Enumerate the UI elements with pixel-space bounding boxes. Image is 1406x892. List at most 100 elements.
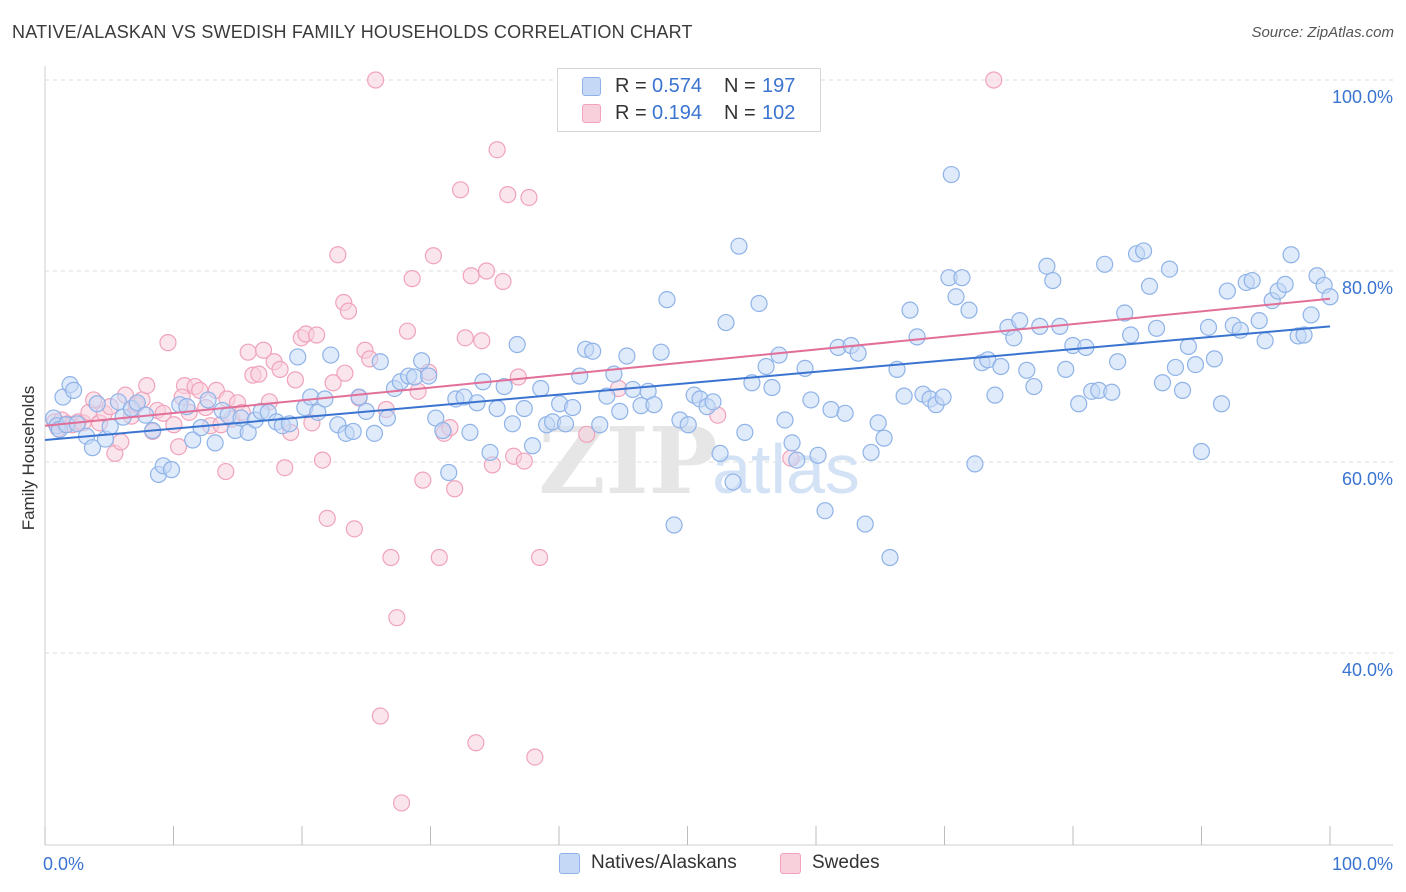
natives-point (1218, 282, 1236, 300)
swedes-point (446, 480, 464, 498)
natives-point (1122, 326, 1140, 344)
natives-point (1199, 318, 1218, 336)
y-tick-label: 60.0% (1342, 469, 1393, 489)
swedes-trend-line (44, 297, 1331, 427)
natives-point (556, 415, 575, 433)
natives-point (1018, 361, 1036, 379)
natives-point (371, 353, 389, 371)
legend-label-natives: Natives/Alaskans (591, 852, 737, 873)
natives-point (822, 400, 840, 419)
natives-point (869, 414, 887, 432)
natives-point (365, 424, 384, 442)
swedes-point (578, 425, 596, 443)
natives-point (289, 348, 307, 366)
natives-point (1096, 255, 1114, 273)
legend-r-label: R = (615, 75, 647, 97)
swedes-point (318, 509, 336, 527)
swedes-point (217, 462, 235, 481)
swedes-point (424, 247, 443, 265)
natives-point (88, 395, 106, 413)
natives-point (1057, 360, 1075, 378)
swedes-point (462, 267, 480, 285)
y-tick-label: 100.0% (1332, 87, 1393, 107)
swedes-point (382, 548, 400, 567)
swedes-point (336, 364, 354, 382)
natives-point (992, 357, 1010, 376)
swedes-point (276, 459, 294, 477)
swedes-point (165, 416, 183, 434)
natives-point (711, 444, 729, 463)
natives-point (481, 443, 499, 462)
natives-point (322, 346, 340, 364)
natives-point (1025, 377, 1043, 396)
swedes-point (388, 609, 406, 627)
natives-point (783, 434, 801, 452)
natives-point (1005, 329, 1023, 347)
swedes-point (339, 302, 358, 320)
series-natives-points (44, 165, 1339, 567)
natives-point (1250, 312, 1268, 330)
correlation-legend: R = 0.574 N = 197 R = 0.194 N = 102 (557, 68, 821, 132)
swedes-point (286, 371, 304, 389)
natives-point (495, 377, 513, 396)
natives-point (1212, 395, 1231, 413)
legend-r-label: R = (615, 102, 647, 124)
natives-point (1256, 332, 1274, 350)
legend-r-value: 0.574 (652, 75, 703, 97)
natives-point (736, 423, 754, 441)
natives-point (1116, 304, 1134, 322)
natives-point (679, 416, 697, 434)
natives-point (802, 391, 820, 409)
natives-point (302, 388, 320, 406)
natives-point (508, 335, 526, 354)
natives-point (836, 404, 854, 422)
natives-point (503, 415, 522, 433)
swedes-point (414, 471, 432, 489)
swedes-point (239, 343, 257, 361)
natives-point (162, 461, 181, 479)
natives-point (1038, 257, 1056, 275)
natives-point (1276, 275, 1294, 293)
natives-point (83, 439, 102, 457)
natives-point (724, 473, 742, 491)
swedes-point (392, 794, 411, 812)
swedes-point (403, 270, 421, 288)
legend-swatch-swedes (582, 104, 601, 123)
natives-point (757, 357, 775, 376)
natives-point (908, 328, 926, 346)
swedes-point (509, 368, 527, 386)
natives-point (960, 301, 978, 319)
legend-n-label: N = (724, 102, 756, 124)
swedes-point (345, 520, 363, 538)
natives-point (591, 416, 609, 434)
natives-point (1153, 374, 1172, 392)
natives-point (434, 421, 452, 440)
natives-point (1243, 271, 1261, 290)
x-tick-label-right: 100.0% (1332, 854, 1393, 874)
legend-label-swedes: Swedes (812, 852, 880, 873)
natives-point (953, 269, 971, 287)
natives-point (652, 343, 670, 361)
trend-lines (44, 297, 1331, 442)
legend-swatch-natives (559, 853, 580, 874)
natives-point (986, 386, 1004, 404)
natives-point (280, 415, 299, 433)
natives-point (862, 443, 880, 462)
swedes-point (430, 548, 448, 567)
natives-point (184, 431, 202, 449)
legend-n-value: 197 (762, 75, 796, 97)
swedes-point (329, 246, 347, 264)
natives-point (532, 379, 550, 398)
swedes-point (250, 365, 268, 383)
natives-point (849, 344, 867, 362)
x-tick-labels: 0.0% 100.0% (43, 854, 1393, 874)
swedes-point (169, 438, 188, 456)
natives-point (1186, 355, 1205, 374)
legend-n-label: N = (724, 75, 756, 97)
natives-point (405, 368, 424, 386)
natives-point (895, 387, 913, 405)
swedes-point (271, 360, 289, 378)
natives-point (1070, 395, 1088, 413)
natives-point (658, 291, 676, 309)
